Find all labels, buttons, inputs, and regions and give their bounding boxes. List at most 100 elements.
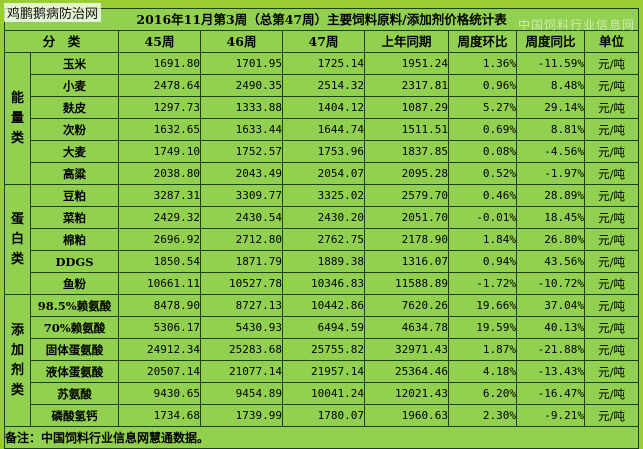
category-label: 能量类 [4,52,31,185]
week45-price: 1734.68 [118,404,201,427]
wow-change: 0.96% [448,74,517,97]
week45-price: 1691.80 [118,52,201,75]
last-year-price: 7620.26 [364,294,449,317]
last-year-price: 1960.63 [364,404,449,427]
week47-price: 3325.02 [282,184,365,207]
last-year-price: 2095.28 [364,162,449,185]
wow-change: 0.46% [448,184,517,207]
unit-label: 元/吨 [583,140,640,163]
week46-price: 1333.88 [200,96,283,119]
last-year-price: 1837.85 [364,140,449,163]
wow-change: 5.27% [448,96,517,119]
item-name: 菜粕 [30,206,119,229]
wow-change: -0.01% [448,206,517,229]
week45-price: 1632.65 [118,118,201,141]
week47-price: 2762.75 [282,228,365,251]
week46-price: 1871.79 [200,250,283,273]
header-unit: 单位 [583,30,640,53]
week46-price: 2712.80 [200,228,283,251]
wow-change: 1.87% [448,338,517,361]
table-row: 能量类玉米 1691.80 1701.95 1725.14 1951.24 1.36% -1… [4,52,640,185]
week47-price: 1404.12 [282,96,365,119]
table-row: 苏氨酸 9430.65 9454.89 10041.24 12021.43 6.20% -1… [5,382,640,405]
week47-price: 10041.24 [282,382,365,405]
wow-change: 0.94% [448,250,517,273]
week46-price: 21077.14 [200,360,283,383]
last-year-price: 1087.29 [364,96,449,119]
week47-price: 1780.07 [282,404,365,427]
item-name: 麸皮 [30,96,119,119]
week46-price: 1752.57 [200,140,283,163]
table-row: 鱼粉 10661.11 10527.78 10346.83 11588.89 -1.72%… [5,272,640,295]
unit-label: 元/吨 [583,272,640,295]
unit-label: 元/吨 [583,228,640,251]
header-category: 分 类 [4,30,119,53]
week45-price: 8478.90 [118,294,201,317]
unit-label: 元/吨 [583,360,640,383]
last-year-price: 2178.90 [364,228,449,251]
table-row: 磷酸氢钙 1734.68 1739.99 1780.07 1960.63 2.30% -9.… [5,404,640,427]
week45-price: 2038.80 [118,162,201,185]
week45-price: 1749.10 [118,140,201,163]
unit-label: 元/吨 [583,382,640,405]
table-row: 小麦 2478.64 2490.35 2514.32 2317.81 0.96% 8.48%… [5,74,640,97]
yoy-change: -16.47% [516,382,585,405]
week46-price: 25283.68 [200,338,283,361]
last-year-price: 1316.07 [364,250,449,273]
week45-price: 2478.64 [118,74,201,97]
yoy-change: 40.13% [516,316,585,339]
header-row: 分 类 45周 46周 47周 上年同期 周度环比 周度同比 单位 [4,30,640,53]
unit-label: 元/吨 [583,316,640,339]
week47-price: 10346.83 [282,272,365,295]
week46-price: 10527.78 [200,272,283,295]
item-name: 磷酸氢钙 [30,404,119,427]
week47-price: 2054.07 [282,162,365,185]
yoy-change: 18.45% [516,206,585,229]
yoy-change: -10.72% [516,272,585,295]
week45-price: 3287.31 [118,184,201,207]
week45-price: 20507.14 [118,360,201,383]
site-watermark: 鸡鹏鹅病防治网 [4,3,102,22]
item-name: 玉米 [30,52,119,75]
last-year-price: 12021.43 [364,382,449,405]
week46-price: 9454.89 [200,382,283,405]
category-label: 添加剂类 [4,294,31,427]
item-name: 豆粕 [30,184,119,207]
unit-label: 元/吨 [583,250,640,273]
unit-label: 元/吨 [583,162,640,185]
yoy-change: 8.81% [516,118,585,141]
yoy-change: -1.97% [516,162,585,185]
item-name: 液体蛋氨酸 [30,360,119,383]
week46-price: 2430.54 [200,206,283,229]
item-name: 棉粕 [30,228,119,251]
week45-price: 1850.54 [118,250,201,273]
week46-price: 5430.93 [200,316,283,339]
item-name: 次粉 [30,118,119,141]
week45-price: 9430.65 [118,382,201,405]
category-label: 蛋白类 [4,184,31,295]
yoy-change: -21.88% [516,338,585,361]
week47-price: 1889.38 [282,250,365,273]
price-table: 2016年11月第3周（总第47周）主要饲料原料/添加剂价格统计表 分 类 45… [3,8,640,449]
unit-label: 元/吨 [583,118,640,141]
week47-price: 1725.14 [282,52,365,75]
item-name: 70%赖氨酸 [30,316,119,339]
item-name: 苏氨酸 [30,382,119,405]
item-name: 鱼粉 [30,272,119,295]
last-year-price: 1511.51 [364,118,449,141]
background-watermark: 中国饲料行业信息网 [517,18,635,32]
week46-price: 2490.35 [200,74,283,97]
wow-change: 0.08% [448,140,517,163]
last-year-price: 2051.70 [364,206,449,229]
yoy-change: 37.04% [516,294,585,317]
week46-price: 1739.99 [200,404,283,427]
last-year-price: 2579.70 [364,184,449,207]
week47-price: 2430.20 [282,206,365,229]
table-row: 添加剂类 98.5%赖氨酸 8478.90 8727.13 10442.86 7620.2… [4,294,640,427]
week46-price: 2043.49 [200,162,283,185]
week45-price: 5306.17 [118,316,201,339]
table-row: 次粉 1632.65 1633.44 1644.74 1511.51 0.69% 8.81%… [5,118,640,141]
last-year-price: 2317.81 [364,74,449,97]
table-note: 备注：中国饲料行业信息网慧通数据。 [3,426,640,449]
header-week46: 46周 [200,30,283,53]
